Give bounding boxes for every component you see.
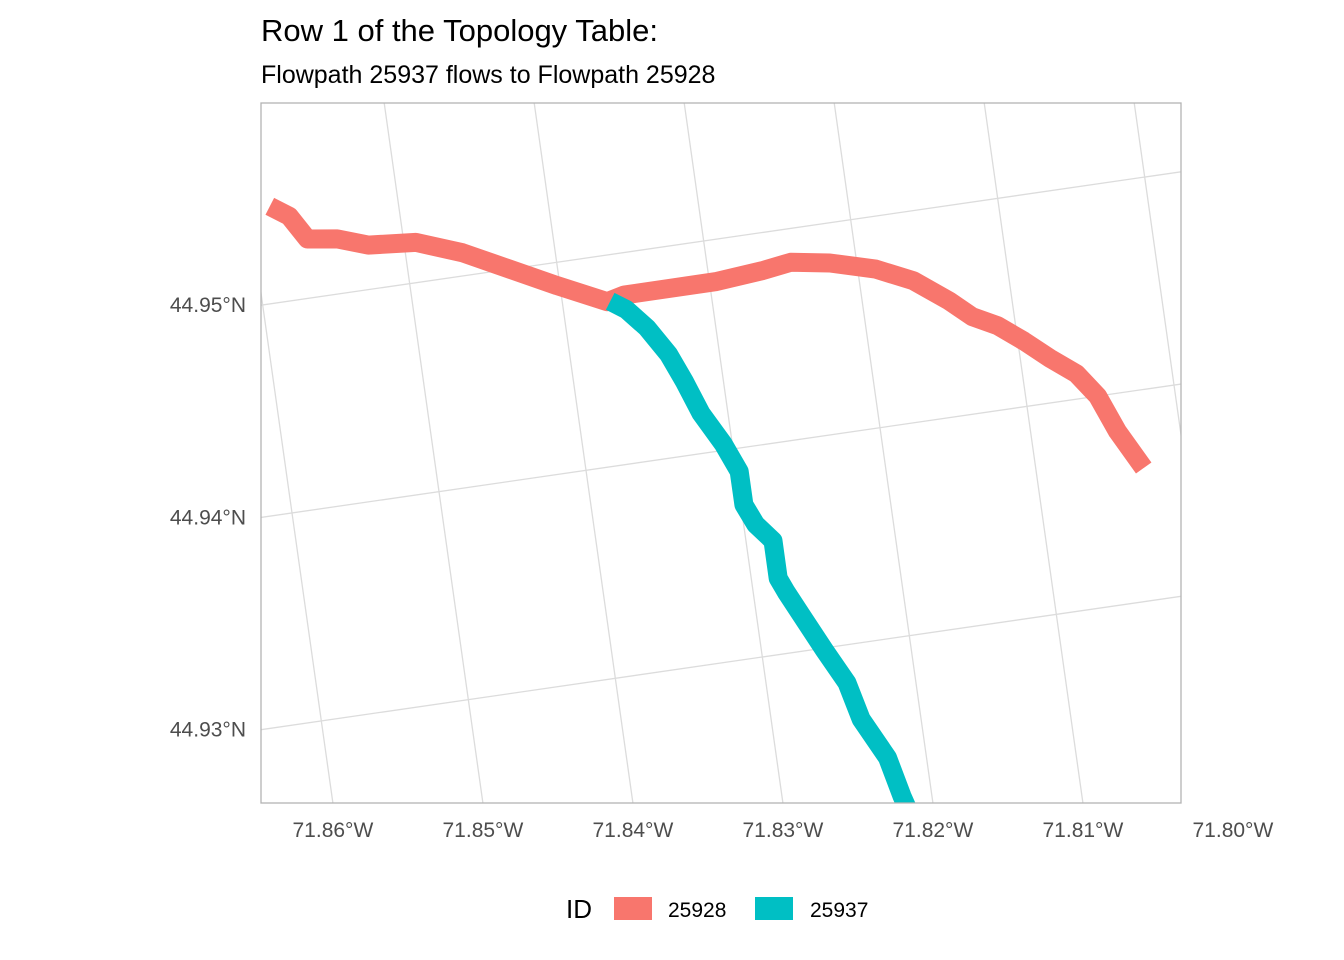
legend: ID 25928 25937 bbox=[566, 894, 868, 924]
legend-label-25937: 25937 bbox=[810, 899, 868, 922]
x-tick-label: 71.80°W bbox=[1193, 819, 1274, 842]
graticule-line bbox=[261, 288, 334, 803]
legend-label-25928: 25928 bbox=[668, 899, 726, 922]
y-tick-label: 44.94°N bbox=[170, 506, 246, 529]
map-subtitle: Flowpath 25937 flows to Flowpath 25928 bbox=[261, 61, 715, 89]
graticule-line bbox=[1248, 0, 1344, 960]
x-tick-label: 71.86°W bbox=[293, 819, 374, 842]
flowpaths bbox=[265, 197, 1152, 803]
x-tick-label: 71.85°W bbox=[443, 819, 524, 842]
panel-border bbox=[260, 102, 1182, 804]
graticule-line bbox=[261, 171, 1181, 306]
x-tick-label: 71.83°W bbox=[743, 819, 824, 842]
graticule-line bbox=[683, 103, 784, 803]
flowpath-25928 bbox=[265, 197, 1152, 474]
legend-key-25928 bbox=[614, 897, 652, 920]
map-title: Row 1 of the Topology Table: bbox=[261, 13, 658, 48]
x-tick-label: 71.81°W bbox=[1043, 819, 1124, 842]
y-tick-label: 44.93°N bbox=[170, 719, 246, 742]
x-axis: 71.86°W 71.85°W 71.84°W 71.83°W 71.82°W … bbox=[293, 819, 1274, 842]
graticule-line bbox=[261, 595, 1181, 731]
graticule-line bbox=[57, 780, 1344, 960]
y-tick-label: 44.95°N bbox=[170, 294, 246, 317]
x-tick-label: 71.82°W bbox=[893, 819, 974, 842]
graticule-line bbox=[383, 103, 484, 803]
flowpath-25937 bbox=[605, 292, 916, 803]
graticule-line bbox=[533, 103, 634, 803]
graticule-line bbox=[833, 103, 934, 803]
legend-key-25937 bbox=[755, 897, 793, 920]
y-axis: 44.95°N 44.94°N 44.93°N bbox=[170, 294, 246, 742]
x-tick-label: 71.84°W bbox=[593, 819, 674, 842]
graticule-line bbox=[72, 14, 248, 960]
legend-title: ID bbox=[566, 894, 592, 924]
graticule-line bbox=[983, 103, 1084, 803]
